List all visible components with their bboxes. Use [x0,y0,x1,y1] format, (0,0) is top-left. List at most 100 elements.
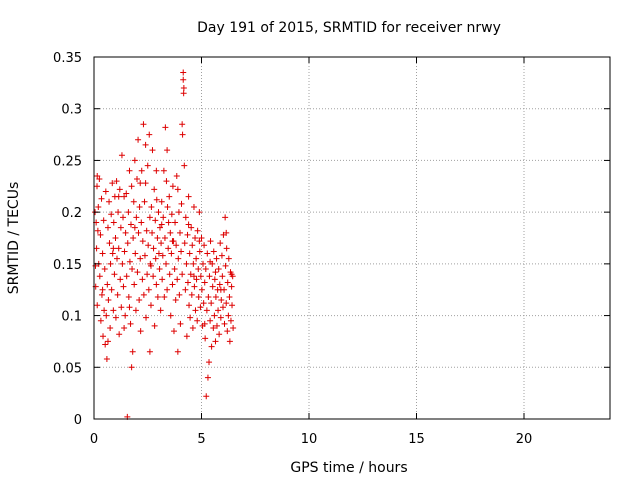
data-point [182,214,189,221]
data-point [187,271,194,278]
data-point [170,328,177,335]
data-point [154,235,161,241]
data-point [140,121,147,128]
data-point [108,211,115,218]
data-point [173,172,180,179]
data-point [207,317,214,324]
grid-lines [94,57,610,419]
data-point [213,255,220,262]
data-point [177,320,184,327]
data-point [123,273,130,280]
data-point [216,281,223,288]
data-point [172,219,179,226]
data-point [126,258,133,265]
data-point [197,273,204,280]
data-point [132,307,139,314]
data-point [218,252,225,259]
data-point [193,255,200,262]
data-point [204,250,211,257]
data-point [161,293,168,300]
data-point [125,209,132,216]
data-points [92,69,237,420]
data-point [164,203,171,210]
data-point [122,229,129,236]
y-tick-label: 0.25 [53,154,82,169]
data-point [181,162,188,169]
data-point [98,195,105,202]
data-point [120,283,127,290]
data-point [211,312,218,319]
data-point [207,238,214,245]
y-tick-label: 0.05 [53,361,82,376]
data-point [179,271,186,278]
data-point [226,338,233,345]
data-point [229,302,236,309]
plot-border [93,56,611,420]
data-point [142,180,149,187]
data-point [116,331,123,338]
data-point [103,356,110,363]
data-point [198,235,205,241]
data-point [110,245,117,252]
data-point [135,229,142,236]
data-point [174,348,181,355]
data-point [117,224,124,231]
data-point [101,307,108,314]
data-point [100,333,107,340]
data-point [134,269,141,276]
data-point [136,203,143,210]
data-point [192,235,199,241]
data-point [195,293,202,300]
data-point [179,121,186,128]
data-point [194,317,201,324]
data-point [129,266,136,273]
data-point [172,297,179,304]
data-point [147,262,154,269]
data-point [217,314,224,321]
data-point [173,242,180,249]
data-point [150,245,157,252]
data-point [150,273,157,280]
data-point [141,252,148,259]
data-point [112,235,119,241]
data-point [98,291,105,298]
data-point [139,276,146,283]
data-point [196,238,203,245]
data-point [210,324,217,331]
data-point [94,172,101,179]
data-point [228,271,235,278]
data-point [110,219,117,226]
x-tick-label: 10 [301,432,318,447]
data-point [117,276,124,283]
data-point [225,255,232,262]
y-tick-label: 0 [74,413,82,428]
y-tick-label: 0.35 [53,51,82,66]
data-point [107,260,114,267]
data-point [212,338,219,345]
data-point [211,276,218,283]
data-point [146,214,153,221]
data-point [149,147,156,154]
data-point [180,90,187,97]
data-point [158,240,165,247]
data-point [99,250,106,257]
data-point [224,328,231,335]
data-point [180,69,187,76]
y-tick-label: 0.1 [61,310,82,325]
chart-title: Day 191 of 2015, SRMTID for receiver nrw… [197,20,501,36]
data-point [148,203,155,210]
data-point [131,224,138,231]
data-point [180,76,187,83]
data-point [131,157,138,164]
data-point [156,266,163,273]
axes [93,56,611,420]
data-point [222,214,229,221]
data-point [94,183,101,190]
data-point [190,260,197,267]
data-point [177,229,183,236]
data-point [171,266,178,273]
data-point [166,193,173,200]
data-point [126,167,133,174]
data-point [127,221,134,228]
